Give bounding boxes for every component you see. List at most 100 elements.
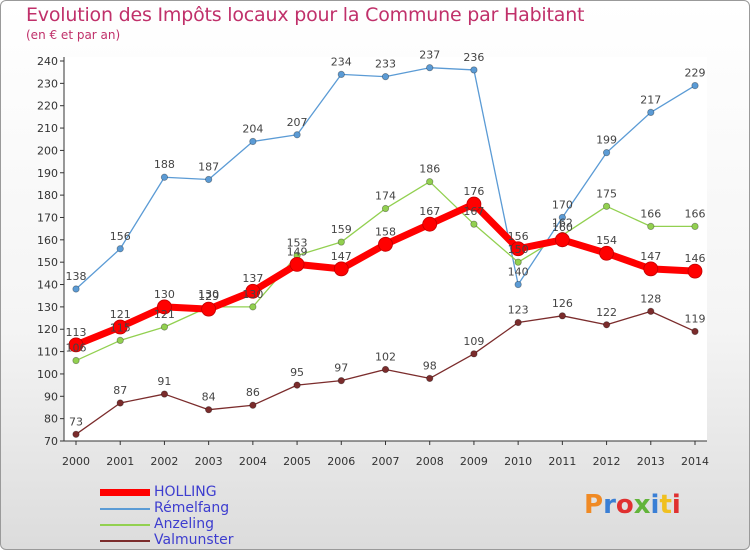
data-point-0 xyxy=(333,261,349,277)
data-point-2 xyxy=(337,238,345,246)
legend-swatch xyxy=(100,508,150,510)
data-point-0 xyxy=(422,216,438,232)
y-tick-label: 210 xyxy=(37,122,58,135)
logo-letter: i xyxy=(671,490,681,520)
data-point-0 xyxy=(554,232,570,248)
x-tick-label: 2005 xyxy=(283,455,311,468)
data-point-1 xyxy=(691,81,699,90)
data-point-2 xyxy=(647,222,655,231)
logo-letter: i xyxy=(650,490,660,520)
legend-label: Valmunster xyxy=(154,532,234,548)
data-label-3: 95 xyxy=(290,366,304,379)
data-label-0: 167 xyxy=(419,205,440,218)
y-tick-label: 140 xyxy=(37,279,58,292)
data-label-1: 236 xyxy=(463,51,484,64)
x-tick-label: 2011 xyxy=(548,455,576,468)
data-label-2: 174 xyxy=(375,190,396,203)
legend-item-3: Valmunster xyxy=(100,532,300,548)
data-point-2 xyxy=(426,178,434,186)
data-label-3: 84 xyxy=(202,391,216,404)
data-point-2 xyxy=(381,204,390,213)
data-label-1: 140 xyxy=(508,266,529,279)
x-tick-label: 2008 xyxy=(416,455,444,468)
data-label-2: 150 xyxy=(508,243,529,256)
y-tick-label: 130 xyxy=(37,301,58,314)
data-label-1: 207 xyxy=(287,116,308,129)
data-label-2: 159 xyxy=(331,223,352,236)
legend-swatch xyxy=(100,524,150,526)
y-tick-label: 150 xyxy=(37,256,58,269)
data-point-1 xyxy=(205,175,213,184)
y-tick-label: 220 xyxy=(37,100,58,113)
y-tick-label: 190 xyxy=(37,167,58,180)
data-label-0: 137 xyxy=(242,272,263,285)
y-tick-label: 160 xyxy=(37,234,58,247)
data-point-0 xyxy=(112,319,128,335)
y-tick-label: 90 xyxy=(44,390,58,403)
data-point-1 xyxy=(72,285,80,293)
data-label-2: 121 xyxy=(154,308,175,321)
legend-swatch xyxy=(100,489,150,496)
data-label-1: 237 xyxy=(419,49,440,62)
data-point-0 xyxy=(687,263,703,279)
data-point-0 xyxy=(289,257,305,272)
data-label-3: 119 xyxy=(685,312,706,325)
y-tick-label: 170 xyxy=(37,211,58,224)
x-tick-label: 2006 xyxy=(327,455,355,468)
x-tick-label: 2012 xyxy=(593,455,621,468)
x-tick-label: 2000 xyxy=(62,455,90,468)
legend-label: Rémelfang xyxy=(154,500,230,516)
data-label-0: 154 xyxy=(596,234,617,247)
data-point-0 xyxy=(599,245,614,261)
data-label-1: 233 xyxy=(375,58,396,71)
data-label-3: 128 xyxy=(640,292,661,305)
data-point-2 xyxy=(470,220,478,228)
data-point-0 xyxy=(201,301,217,317)
x-tick-label: 2001 xyxy=(106,455,134,468)
data-label-2: 166 xyxy=(640,207,661,220)
data-point-3 xyxy=(426,374,434,383)
data-point-3 xyxy=(558,312,566,320)
y-tick-label: 200 xyxy=(37,144,58,157)
x-tick-label: 2014 xyxy=(681,455,709,468)
logo-letter: o xyxy=(615,490,634,520)
data-point-3 xyxy=(116,399,124,407)
data-label-0: 130 xyxy=(154,288,175,301)
data-point-3 xyxy=(647,307,655,315)
data-point-1 xyxy=(160,173,169,181)
legend-item-1: Rémelfang xyxy=(100,500,300,516)
data-label-0: 149 xyxy=(287,245,308,258)
data-point-0 xyxy=(643,261,659,277)
y-tick-label: 120 xyxy=(37,323,58,336)
data-point-1 xyxy=(647,108,655,117)
data-point-3 xyxy=(691,327,699,336)
data-label-1: 156 xyxy=(110,230,131,243)
data-label-1: 188 xyxy=(154,158,175,171)
data-label-2: 115 xyxy=(110,321,131,334)
data-label-3: 87 xyxy=(113,384,127,397)
data-label-3: 102 xyxy=(375,350,396,363)
data-point-2 xyxy=(160,323,169,331)
data-point-2 xyxy=(602,202,611,210)
data-label-1: 199 xyxy=(596,134,617,147)
data-point-3 xyxy=(602,321,611,329)
logo-letter: r xyxy=(603,490,616,520)
x-tick-label: 2013 xyxy=(637,455,665,468)
data-label-2: 153 xyxy=(287,236,308,249)
logo-letter: t xyxy=(659,490,672,520)
chart-legend: HOLLING Rémelfang Anzeling Valmunster xyxy=(100,484,300,548)
data-label-3: 97 xyxy=(334,362,348,375)
data-label-3: 98 xyxy=(423,359,437,372)
data-label-2: 175 xyxy=(596,187,617,200)
data-label-1: 138 xyxy=(66,270,87,283)
data-label-3: 123 xyxy=(508,304,529,317)
x-tick-label: 2003 xyxy=(195,455,223,468)
data-point-3 xyxy=(293,381,301,389)
data-label-1: 170 xyxy=(552,198,573,211)
y-tick-label: 100 xyxy=(37,368,58,381)
data-label-2: 167 xyxy=(463,205,484,218)
data-label-0: 160 xyxy=(552,221,573,234)
data-point-0 xyxy=(157,299,172,315)
chart-title: Evolution des Impôts locaux pour la Comm… xyxy=(26,4,585,26)
